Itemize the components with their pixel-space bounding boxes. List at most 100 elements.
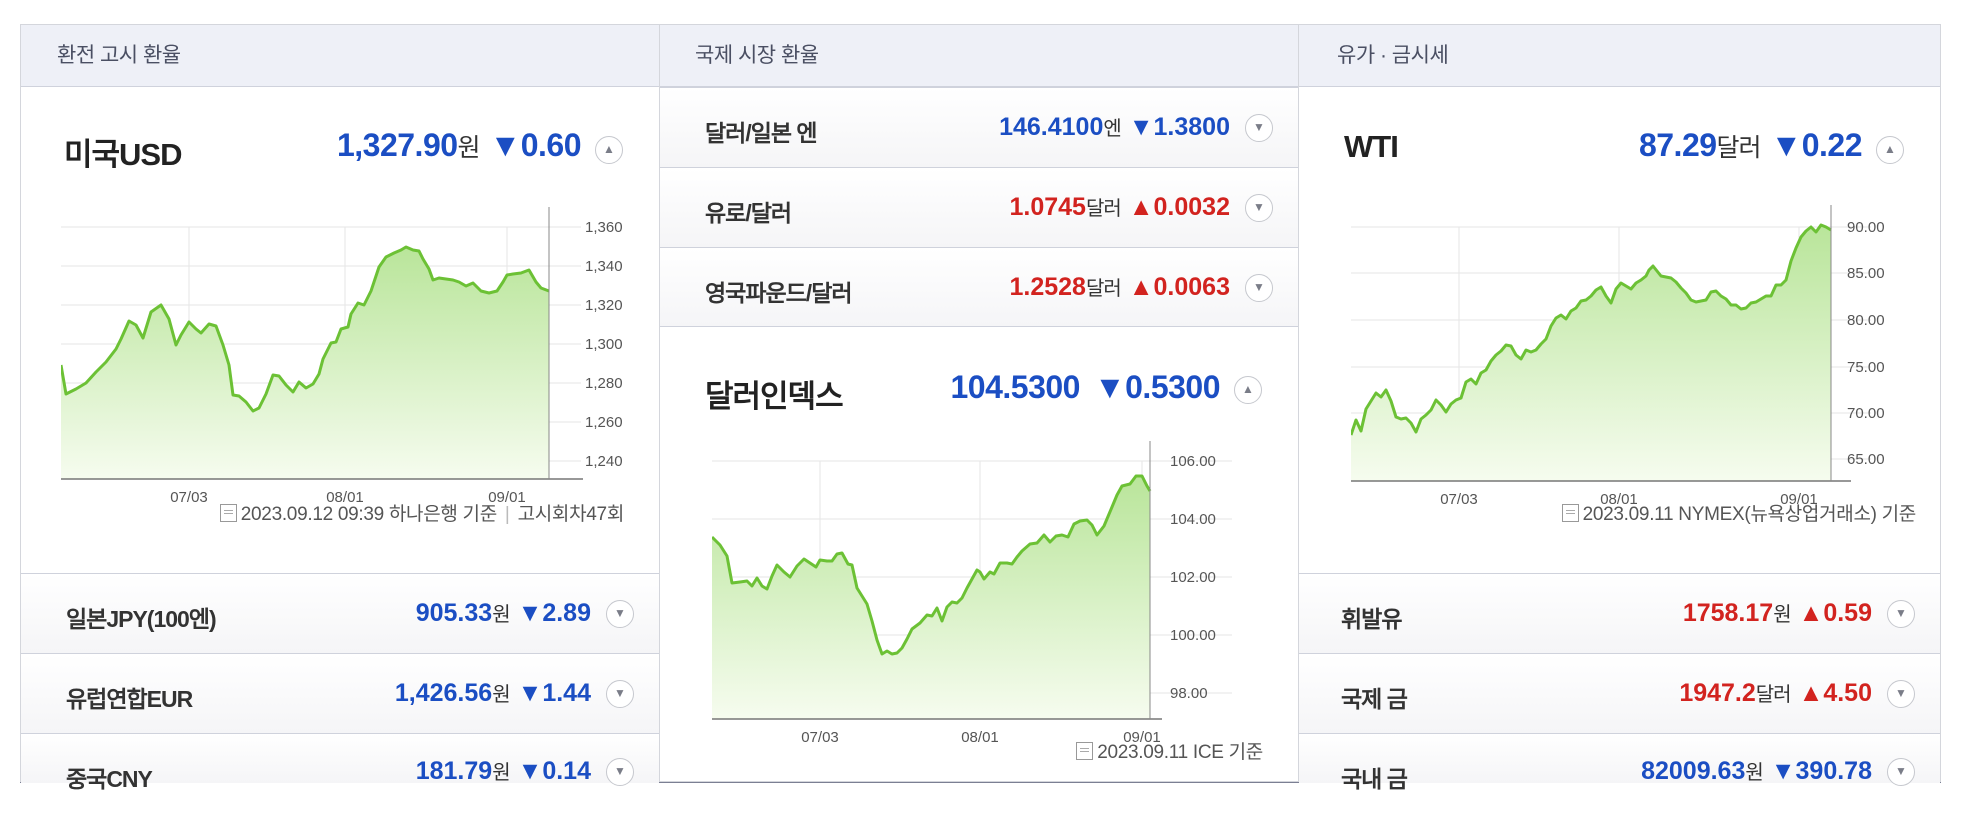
currency-unit: 원 (492, 684, 510, 706)
usd-chart: 1,360 1,340 1,320 1,300 1,280 1,260 1,24… (61, 207, 623, 506)
commodity-quote: 1758.17원 ▲0.59 (1683, 598, 1872, 628)
usd-source-round: 고시회차47회 (517, 504, 625, 525)
dxy-price: 104.5300 (950, 369, 1080, 405)
currency-price: 146.4100 (999, 113, 1104, 141)
dxy-source-datetime: 2023.09.11 ICE 기준 (1097, 742, 1263, 763)
chevron-down-icon[interactable]: ▼ (606, 680, 634, 708)
international-panel: 국제 시장 환율 달러/일본 엔 146.4100엔 ▼1.3800 ▼ 유로/달… (660, 24, 1299, 782)
document-icon (219, 504, 237, 522)
wti-change: ▼0.22 (1770, 127, 1863, 163)
currency-quote: 1.2528달러 ▲0.0063 (1010, 272, 1231, 302)
y-tick: 98.00 (1170, 685, 1208, 702)
chevron-down-icon[interactable]: ▼ (1887, 680, 1915, 708)
chevron-down-icon[interactable]: ▼ (1245, 114, 1273, 142)
usd-quote: 1,327.90원 ▼0.60 (336, 127, 582, 164)
currency-price: 905.33 (415, 599, 493, 627)
y-tick: 65.00 (1847, 451, 1885, 468)
document-icon (1561, 504, 1579, 522)
commodity-name: 휘발유 (1341, 606, 1402, 632)
usd-unit: 원 (457, 134, 481, 162)
currency-quote: 1.0745달러 ▲0.0032 (1010, 192, 1231, 222)
commodity-change: ▼390.78 (1770, 757, 1872, 785)
commodities-panel: 유가 · 금시세 WTI 87.29달러 ▼0.22 ▲ 90.00 85.00 … (1299, 24, 1941, 792)
currency-unit: 원 (492, 604, 510, 626)
commodity-change: ▲0.59 (1798, 599, 1872, 627)
commodity-price: 82009.63 (1641, 757, 1746, 785)
x-tick: 09/01 (488, 489, 526, 506)
y-tick: 70.00 (1847, 405, 1885, 422)
list-item[interactable]: 국제 금 1947.2달러 ▲4.50 ▼ (1299, 653, 1940, 733)
currency-quote: 905.33원 ▼2.89 (416, 598, 591, 628)
x-tick: 08/01 (326, 489, 364, 506)
chevron-down-icon[interactable]: ▼ (1887, 600, 1915, 628)
y-tick: 106.00 (1170, 453, 1216, 470)
list-item[interactable]: 국내 금 82009.63원 ▼390.78 ▼ (1299, 733, 1940, 792)
y-tick: 1,360 (585, 219, 623, 236)
dxy-chart: 106.00 104.00 102.00 100.00 98.00 07/03 … (712, 441, 1232, 746)
commodity-unit: 원 (1773, 604, 1791, 626)
usd-name[interactable]: 미국USD (64, 137, 182, 172)
currency-change: ▼1.3800 (1128, 113, 1230, 141)
list-item[interactable]: 중국CNY 181.79원 ▼0.14 ▼ (21, 733, 659, 792)
list-item[interactable]: 유로/달러 1.0745달러 ▲0.0032 ▼ (660, 167, 1298, 247)
y-tick: 75.00 (1847, 359, 1885, 376)
list-item[interactable]: 달러/일본 엔 146.4100엔 ▼1.3800 ▼ (660, 87, 1298, 167)
chevron-up-icon[interactable]: ▲ (595, 136, 623, 164)
commodity-price: 1947.2 (1679, 679, 1756, 707)
currency-unit: 엔 (1103, 118, 1121, 140)
dxy-quote: 104.5300 ▼0.5300 (950, 369, 1220, 406)
chevron-down-icon[interactable]: ▼ (606, 600, 634, 628)
international-panel-header[interactable]: 국제 시장 환율 (660, 25, 1298, 87)
x-tick: 07/03 (1440, 491, 1478, 505)
y-tick: 1,300 (585, 336, 623, 353)
dxy-change: ▼0.5300 (1093, 369, 1221, 405)
dxy-name[interactable]: 달러인덱스 (705, 379, 844, 414)
usd-source-datetime: 2023.09.12 09:39 하나은행 기준 (240, 504, 497, 525)
chevron-up-icon[interactable]: ▲ (1876, 136, 1904, 164)
currency-quote: 181.79원 ▼0.14 (416, 756, 591, 786)
currency-price: 181.79 (415, 757, 493, 785)
commodity-name: 국제 금 (1341, 686, 1408, 712)
currency-unit: 달러 (1085, 278, 1122, 300)
y-tick: 80.00 (1847, 312, 1885, 329)
chevron-down-icon[interactable]: ▼ (606, 758, 634, 786)
list-item[interactable]: 휘발유 1758.17원 ▲0.59 ▼ (1299, 573, 1940, 653)
y-tick: 104.00 (1170, 511, 1216, 528)
usd-price: 1,327.90 (336, 127, 458, 163)
wti-name[interactable]: WTI (1344, 129, 1399, 164)
currency-quote: 146.4100엔 ▼1.3800 (999, 112, 1230, 142)
commodity-unit: 원 (1745, 762, 1763, 784)
commodity-price: 1758.17 (1682, 599, 1774, 627)
y-tick: 1,260 (585, 414, 623, 431)
currency-change: ▲0.0032 (1128, 193, 1230, 221)
y-tick: 1,340 (585, 258, 623, 275)
currency-name: 유럽연합EUR (66, 686, 193, 712)
commodity-unit: 달러 (1755, 684, 1792, 706)
wti-price: 87.29 (1638, 127, 1717, 163)
currency-change: ▼2.89 (517, 599, 591, 627)
currency-change: ▲0.0063 (1128, 273, 1230, 301)
currency-change: ▼1.44 (517, 679, 591, 707)
y-tick: 1,280 (585, 375, 623, 392)
wti-quote: 87.29달러 ▼0.22 (1638, 127, 1863, 164)
commodity-change: ▲4.50 (1798, 679, 1872, 707)
list-item[interactable]: 유럽연합EUR 1,426.56원 ▼1.44 ▼ (21, 653, 659, 733)
currency-name: 영국파운드/달러 (705, 280, 853, 306)
y-tick: 1,320 (585, 297, 623, 314)
exchange-panel-header[interactable]: 환전 고시 환율 (21, 25, 659, 87)
chevron-down-icon[interactable]: ▼ (1887, 758, 1915, 786)
wti-source-datetime: 2023.09.11 NYMEX(뉴욕상업거래소) 기준 (1582, 504, 1917, 525)
y-tick: 90.00 (1847, 219, 1885, 236)
chevron-down-icon[interactable]: ▼ (1245, 194, 1273, 222)
chevron-up-icon[interactable]: ▲ (1234, 376, 1262, 404)
chevron-down-icon[interactable]: ▼ (1245, 274, 1273, 302)
currency-name: 유로/달러 (705, 200, 792, 226)
commodities-panel-header[interactable]: 유가 · 금시세 (1299, 25, 1940, 87)
x-tick: 08/01 (961, 729, 999, 746)
document-icon (1076, 742, 1094, 760)
commodity-quote: 1947.2달러 ▲4.50 (1679, 678, 1872, 708)
list-item[interactable]: 일본JPY(100엔) 905.33원 ▼2.89 ▼ (21, 573, 659, 653)
x-tick: 08/01 (1600, 491, 1638, 505)
x-tick: 09/01 (1123, 729, 1161, 746)
list-item[interactable]: 영국파운드/달러 1.2528달러 ▲0.0063 ▼ (660, 247, 1298, 327)
